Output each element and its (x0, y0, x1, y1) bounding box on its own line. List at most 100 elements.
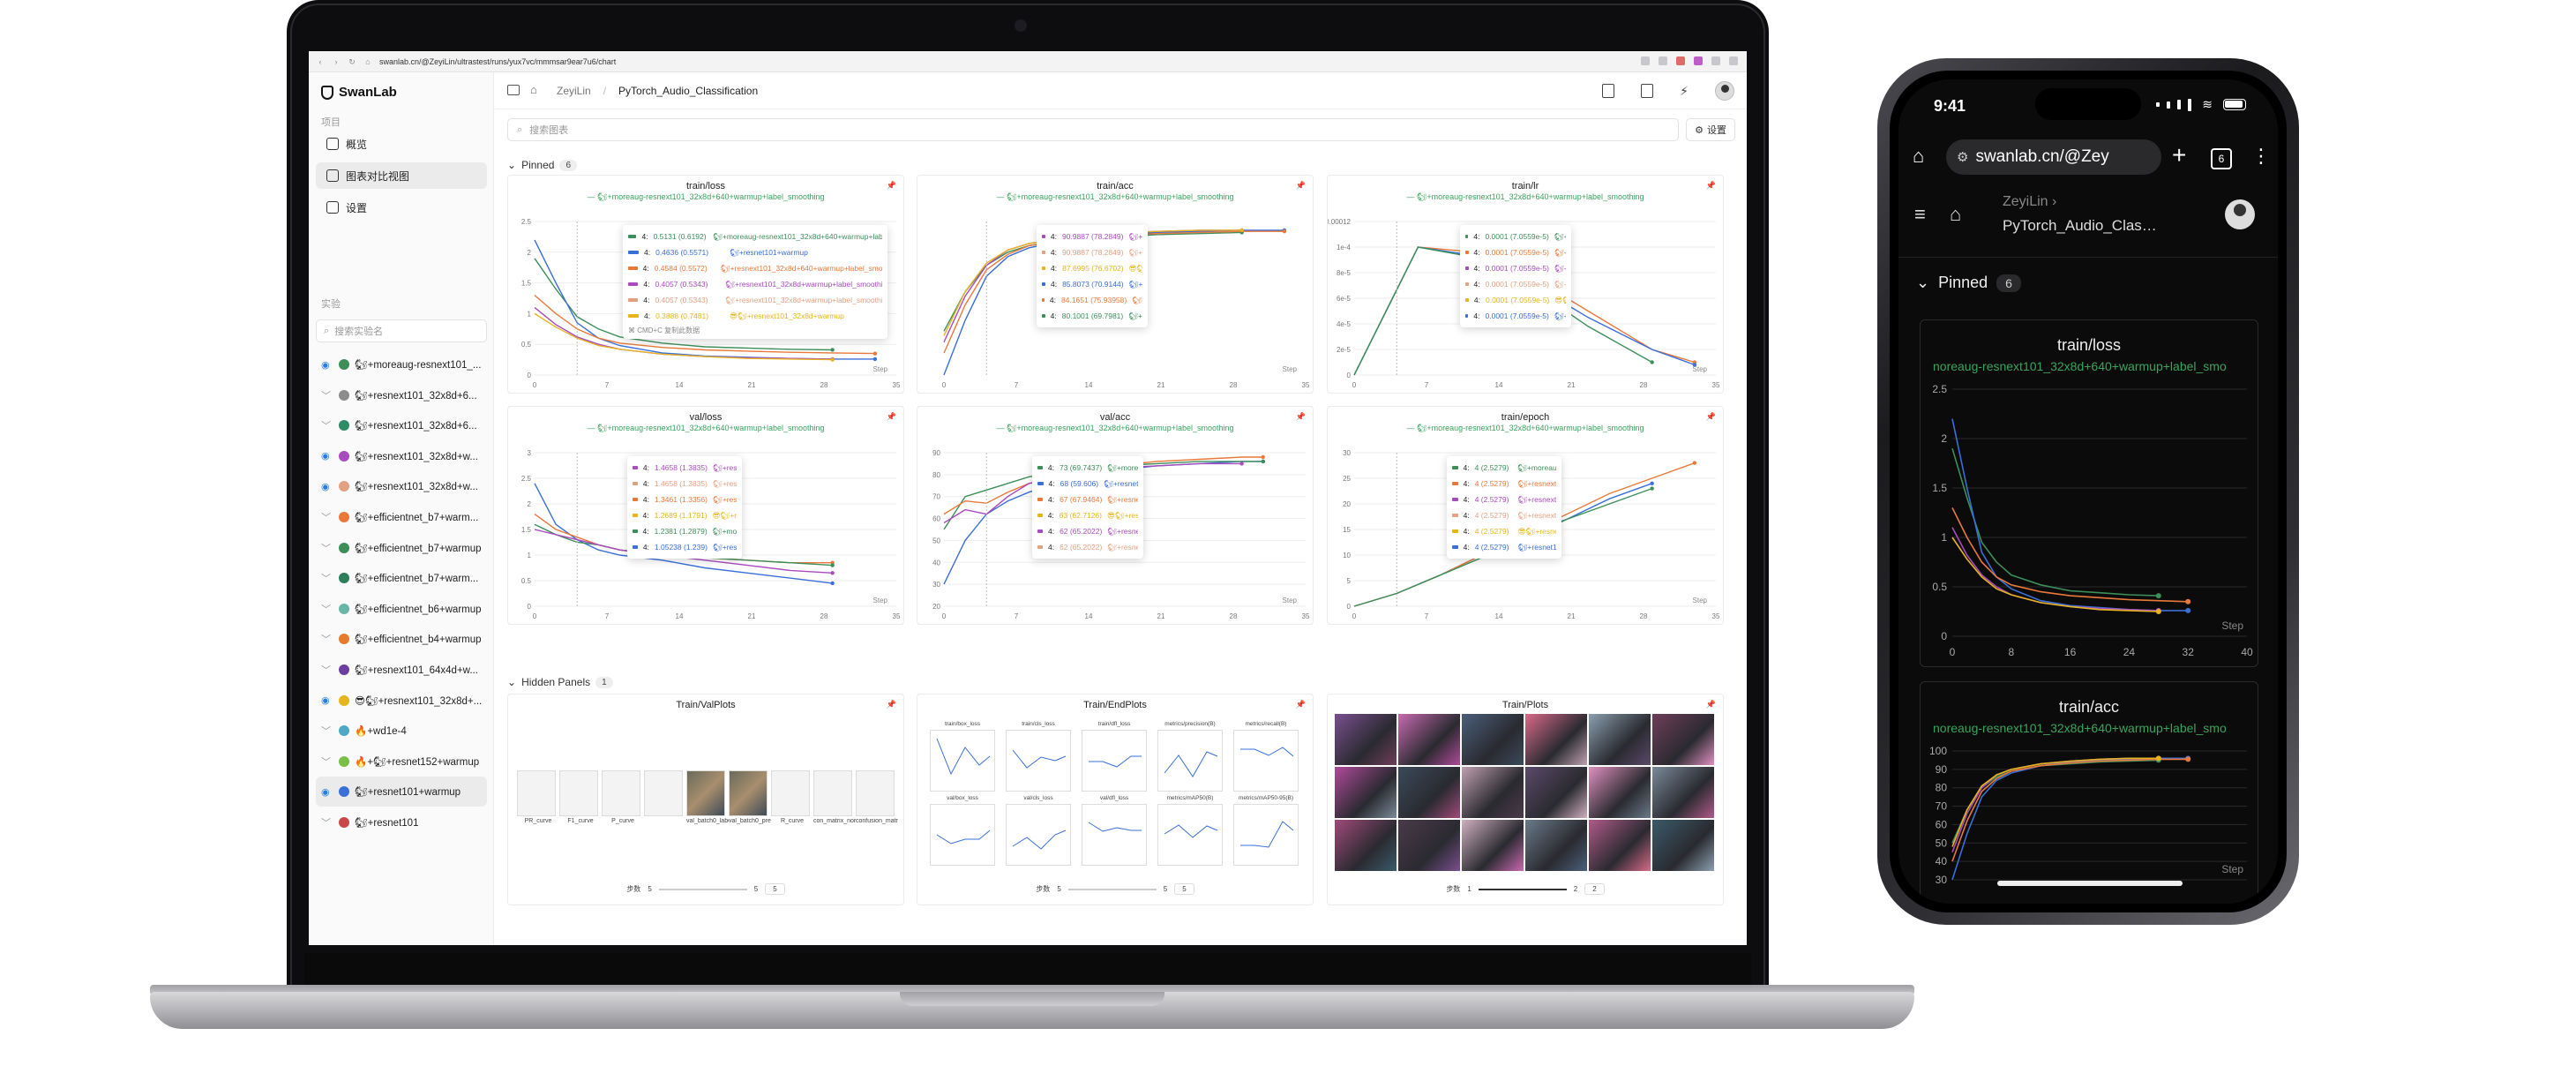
step-slider[interactable] (658, 888, 747, 890)
plot-thumbnail[interactable] (602, 770, 640, 816)
experiment-search-input[interactable]: ⌕ 搜索实验名 (316, 319, 487, 342)
new-tab-icon[interactable]: + (2172, 141, 2187, 169)
chart-panel[interactable]: train/acc — 🐿+moreaug-resnext101_32x8d+64… (917, 175, 1314, 394)
step-input[interactable]: 5 (1174, 883, 1194, 895)
phone-panel-train-acc[interactable]: train/acc noreaug-resnext101_32x8d+640+w… (1920, 681, 2258, 904)
experiment-color-dot[interactable] (339, 694, 349, 706)
mini-plot[interactable] (1006, 730, 1071, 792)
extension-icon[interactable] (1711, 56, 1720, 65)
step-input[interactable]: 5 (765, 883, 785, 895)
plot-thumbnail[interactable] (856, 770, 895, 816)
experiment-color-dot[interactable] (339, 817, 349, 828)
star-icon[interactable] (1659, 56, 1667, 65)
eye-off-icon[interactable]: ﹀ (321, 574, 331, 585)
mini-plot[interactable] (1082, 804, 1147, 866)
training-image-thumbnail[interactable] (1652, 767, 1714, 818)
sidebar-nav-item[interactable]: 设置 (316, 194, 487, 221)
step-slider[interactable] (1067, 888, 1157, 890)
experiment-row[interactable]: ◉ 🐿+resnet101+warmup (316, 777, 487, 807)
pin-icon[interactable]: 📌 (886, 181, 896, 190)
breadcrumb-project[interactable]: PyTorch_Audio_Classification (618, 84, 759, 97)
experiment-color-dot[interactable] (339, 573, 349, 584)
back-icon[interactable]: ‹ (318, 56, 322, 66)
experiment-row[interactable]: ﹀ 🐿+efficientnet_b6+warmup (316, 594, 487, 624)
sidebar-nav-item[interactable]: 图表对比视图 (316, 162, 487, 189)
breadcrumb-owner[interactable]: ZeyiLin (557, 84, 591, 97)
chart-panel[interactable]: train/lr — 🐿+moreaug-resnext101_32x8d+640… (1327, 175, 1724, 394)
training-image-thumbnail[interactable] (1589, 820, 1651, 871)
media-panel[interactable]: Train/ValPlots 📌 PR_curve F1_curve P_curve va… (507, 694, 904, 905)
experiment-color-dot[interactable] (339, 603, 349, 614)
plot-thumbnail[interactable] (517, 770, 556, 816)
training-image-thumbnail[interactable] (1652, 714, 1714, 765)
eye-off-icon[interactable]: ﹀ (321, 665, 331, 676)
avatar[interactable] (1715, 81, 1734, 101)
forward-icon[interactable]: › (334, 56, 338, 66)
sidebar-toggle-icon[interactable] (507, 85, 520, 95)
reload-icon[interactable]: ↻ (348, 56, 356, 66)
experiment-color-dot[interactable] (339, 481, 349, 492)
training-image-thumbnail[interactable] (1652, 820, 1714, 871)
training-image-thumbnail[interactable] (1398, 767, 1460, 818)
experiment-row[interactable]: ﹀ 🐿+efficientnet_b7+warm... (316, 502, 487, 532)
pin-icon[interactable]: 📌 (886, 412, 896, 421)
plot-thumbnail[interactable] (644, 770, 683, 816)
experiment-row[interactable]: ﹀ 🐿+efficientnet_b7+warm... (316, 563, 487, 593)
experiment-color-dot[interactable] (339, 512, 349, 522)
address-bar[interactable]: swanlab.cn/@ZeyiLin/ultrastest/runs/yux7… (379, 56, 617, 66)
group-header-hidden[interactable]: ⌄ Hidden Panels 1 (507, 676, 613, 688)
pin-icon[interactable]: 📌 (1705, 412, 1716, 421)
eye-off-icon[interactable]: ﹀ (321, 604, 331, 615)
training-image-thumbnail[interactable] (1335, 767, 1397, 818)
chart-search-input[interactable]: ⌕ 搜索图表 (507, 118, 1679, 141)
training-image-thumbnail[interactable] (1589, 767, 1651, 818)
extension-icon[interactable] (1641, 56, 1650, 65)
experiment-color-dot[interactable] (339, 786, 349, 798)
step-slider[interactable] (1478, 888, 1567, 890)
experiment-row[interactable]: ◉ 🐿+moreaug-resnext101_... (316, 349, 487, 379)
chart-panel[interactable]: val/acc — 🐿+moreaug-resnext101_32x8d+640+… (917, 406, 1314, 625)
eye-icon[interactable]: ◉ (321, 786, 330, 798)
training-image-thumbnail[interactable] (1462, 820, 1524, 871)
eye-off-icon[interactable]: ﹀ (321, 543, 331, 554)
phone-panel-train-loss[interactable]: train/loss noreaug-resnext101_32x8d+640+… (1920, 319, 2258, 667)
chart-panel[interactable]: train/loss — 🐿+moreaug-resnext101_32x8d+6… (507, 175, 904, 394)
chart-panel[interactable]: val/loss — 🐿+moreaug-resnext101_32x8d+640… (507, 406, 904, 625)
mini-plot[interactable] (1233, 804, 1299, 866)
experiment-color-dot[interactable] (339, 420, 349, 432)
more-menu-icon[interactable]: ⋮ (2251, 145, 2271, 167)
pin-icon[interactable]: 📌 (1705, 700, 1716, 709)
experiment-row[interactable]: ◉ 🐿+resnext101_32x8d+w... (316, 441, 487, 471)
sync-icon[interactable] (1602, 84, 1615, 98)
menu-icon[interactable] (1729, 56, 1738, 65)
chart-panel[interactable]: train/epoch — 🐿+moreaug-resnext101_32x8d+… (1327, 406, 1724, 625)
plot-thumbnail[interactable] (729, 770, 768, 816)
home-icon[interactable]: ⌂ (1950, 203, 1962, 225)
eye-off-icon[interactable]: ﹀ (321, 421, 331, 432)
training-image-thumbnail[interactable] (1335, 714, 1397, 765)
phone-breadcrumb-owner[interactable]: ZeyiLin › (2003, 194, 2057, 209)
training-image-thumbnail[interactable] (1398, 820, 1460, 871)
eye-off-icon[interactable]: ﹀ (321, 634, 331, 646)
eye-icon[interactable]: ◉ (321, 359, 330, 371)
experiment-color-dot[interactable] (339, 664, 349, 675)
mini-plot[interactable] (1006, 804, 1071, 866)
mini-plot[interactable] (1157, 730, 1223, 792)
plot-thumbnail[interactable] (771, 770, 810, 816)
extension-icon[interactable] (1694, 56, 1703, 65)
training-image-thumbnail[interactable] (1462, 714, 1524, 765)
sidebar-nav-item[interactable]: 概览 (316, 131, 487, 157)
experiment-row[interactable]: ﹀ 🐿+resnext101_32x8d+6... (316, 410, 487, 440)
pin-icon[interactable]: 📌 (1295, 181, 1306, 190)
plot-thumbnail[interactable] (559, 770, 598, 816)
experiment-color-dot[interactable] (339, 450, 349, 462)
training-image-thumbnail[interactable] (1335, 820, 1397, 871)
home-icon[interactable]: ⌂ (1913, 145, 1925, 167)
experiment-row[interactable]: ﹀ 🔥+🐿+resnet152+warmup (316, 747, 487, 777)
experiment-color-dot[interactable] (339, 634, 349, 645)
pin-icon[interactable]: 📌 (886, 700, 896, 709)
avatar[interactable] (2225, 199, 2255, 229)
experiment-color-dot[interactable] (339, 542, 349, 553)
mini-plot[interactable] (1233, 730, 1299, 792)
plot-thumbnail[interactable] (813, 770, 852, 816)
